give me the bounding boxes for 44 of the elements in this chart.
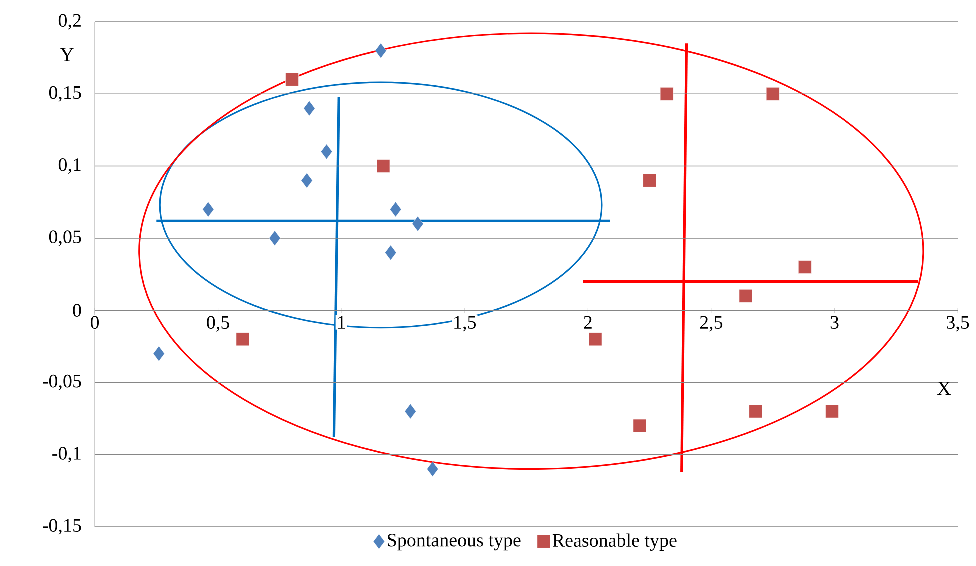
point	[236, 332, 250, 346]
y-tick-label: 0,1	[58, 158, 81, 174]
point	[660, 87, 674, 101]
x-tick-label: 3	[830, 316, 839, 330]
point	[826, 404, 839, 418]
x-tick-label: 2	[584, 316, 592, 329]
x-tick-label: 0,5	[207, 316, 230, 332]
point	[404, 404, 416, 420]
y-axis-title: Y	[60, 48, 74, 62]
x-tick-label: 1,5	[454, 316, 476, 332]
y-tick-label: 0,15	[49, 86, 82, 102]
x-tick-label: 1	[338, 316, 346, 329]
point	[376, 160, 390, 173]
point	[202, 202, 214, 218]
y-tick-label: -0,1	[52, 447, 81, 463]
point	[643, 174, 656, 188]
point	[375, 43, 387, 59]
point	[390, 202, 402, 218]
point	[633, 419, 647, 433]
point	[286, 73, 299, 86]
y-tick-label: -0,15	[43, 519, 82, 535]
point	[385, 245, 397, 261]
point	[412, 216, 424, 232]
point	[321, 144, 333, 160]
y-tick-label: 0	[73, 304, 82, 317]
point	[153, 346, 165, 362]
point	[427, 462, 439, 477]
x-tick-label: 0	[90, 316, 100, 330]
y-tick-label: 0,2	[58, 14, 81, 30]
y-tick-label: -0,05	[43, 374, 82, 390]
point	[301, 173, 313, 188]
legend-label: Reasonable type	[552, 534, 677, 551]
point	[269, 230, 281, 246]
point	[798, 260, 812, 274]
point	[588, 332, 602, 346]
x-tick-label: 2,5	[700, 316, 723, 332]
x-axis-title: X	[937, 382, 952, 396]
point	[766, 87, 780, 101]
point	[304, 100, 316, 116]
legend-label: Spontaneous type	[388, 534, 521, 551]
point	[739, 289, 753, 303]
point	[749, 404, 762, 418]
x-tick-label: 3,5	[947, 316, 970, 332]
y-tick-label: 0,05	[49, 230, 82, 246]
